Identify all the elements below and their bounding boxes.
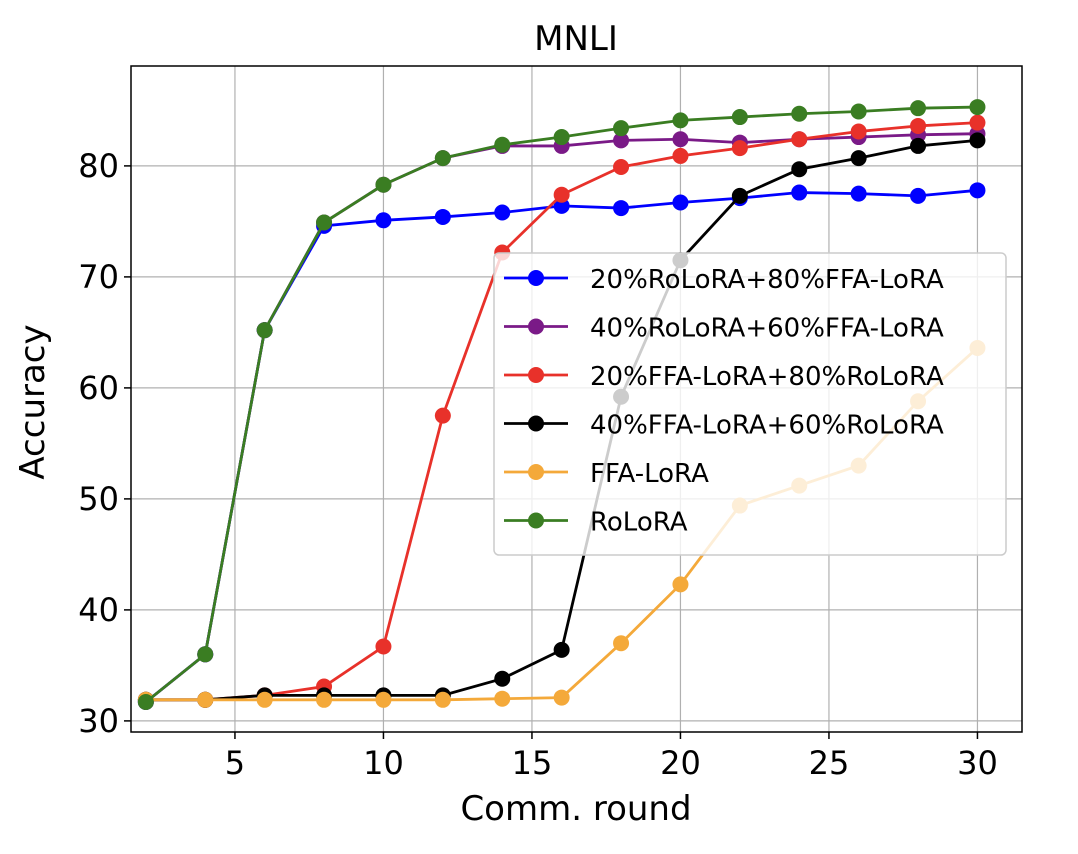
- data-point: [434, 150, 451, 167]
- data-point: [553, 641, 570, 658]
- data-point: [672, 194, 689, 211]
- y-tick-label: 30: [78, 702, 119, 740]
- legend-label: 20%RoLoRA+80%FFA-LoRA: [590, 265, 944, 295]
- legend-marker: [528, 318, 544, 335]
- legend-entry: FFA-LoRA: [504, 459, 709, 489]
- data-point: [316, 691, 333, 708]
- data-point: [137, 694, 154, 711]
- y-tick-label: 50: [78, 480, 119, 518]
- data-point: [553, 186, 570, 203]
- data-point: [672, 147, 689, 164]
- data-point: [672, 576, 689, 593]
- data-point: [910, 117, 927, 134]
- y-tick-label: 70: [78, 258, 119, 296]
- legend-marker: [528, 464, 544, 480]
- data-point: [850, 103, 867, 120]
- data-point: [316, 214, 333, 231]
- data-point: [613, 132, 630, 149]
- data-point: [850, 150, 867, 167]
- data-point: [434, 208, 451, 225]
- legend-marker: [528, 367, 544, 383]
- data-point: [969, 132, 986, 149]
- data-point: [731, 109, 748, 126]
- legend-entry: 20%FFA-LoRA+80%RoLoRA: [504, 362, 944, 392]
- data-point: [672, 131, 689, 148]
- legend-marker: [528, 270, 544, 286]
- y-tick-label: 60: [78, 369, 119, 407]
- x-tick-label: 25: [809, 744, 850, 782]
- data-point: [256, 322, 273, 339]
- legend-label: 20%FFA-LoRA+80%RoLoRA: [590, 362, 944, 392]
- legend-label: FFA-LoRA: [590, 459, 709, 489]
- x-tick-label: 30: [957, 744, 998, 782]
- x-axis-ticks: 5 10 15 20 25 30: [225, 732, 998, 782]
- legend-entry: 20%RoLoRA+80%FFA-LoRA: [504, 265, 944, 295]
- x-tick-label: 5: [225, 744, 245, 782]
- y-tick-label: 40: [78, 591, 119, 629]
- data-point: [553, 689, 570, 706]
- data-point: [969, 99, 986, 116]
- data-point: [850, 185, 867, 202]
- data-point: [910, 100, 927, 117]
- data-point: [969, 182, 986, 199]
- legend-box: [493, 252, 1007, 556]
- data-point: [791, 161, 808, 178]
- data-point: [375, 212, 392, 229]
- data-point: [375, 691, 392, 708]
- legend-label: RoLoRA: [590, 508, 688, 538]
- legend: 20%RoLoRA+80%FFA-LoRA 40%RoLoRA+60%FFA-Lo…: [493, 252, 1007, 556]
- data-point: [613, 635, 630, 652]
- data-point: [375, 638, 392, 655]
- legend-label: 40%FFA-LoRA+60%RoLoRA: [590, 411, 944, 441]
- series-5: [137, 99, 986, 711]
- data-point: [553, 197, 570, 214]
- data-point: [672, 112, 689, 129]
- data-point: [731, 140, 748, 157]
- y-tick-label: 80: [78, 147, 119, 185]
- x-tick-label: 10: [363, 744, 404, 782]
- legend-entry: RoLoRA: [504, 508, 688, 538]
- data-point: [375, 176, 392, 193]
- data-point: [613, 159, 630, 176]
- data-point: [434, 407, 451, 424]
- x-tick-label: 20: [660, 744, 701, 782]
- data-point: [731, 187, 748, 204]
- data-point: [791, 184, 808, 201]
- data-point: [553, 129, 570, 146]
- plot-frame: [130, 65, 1023, 733]
- data-point: [613, 200, 630, 217]
- legend-entry: 40%RoLoRA+60%FFA-LoRA: [504, 314, 944, 344]
- data-point: [494, 690, 511, 707]
- data-point: [791, 131, 808, 148]
- data-point: [910, 187, 927, 204]
- legend-marker: [528, 512, 544, 529]
- y-axis-ticks: 30 40 50 60 70 80: [78, 147, 131, 740]
- x-axis-label: Comm. round: [460, 789, 691, 829]
- legend-label: 40%RoLoRA+60%FFA-LoRA: [590, 314, 944, 344]
- legend-entry: 40%FFA-LoRA+60%RoLoRA: [504, 411, 944, 441]
- data-point: [613, 120, 630, 137]
- data-point: [910, 137, 927, 154]
- data-point: [494, 204, 511, 221]
- x-tick-label: 15: [512, 744, 553, 782]
- data-point: [850, 123, 867, 140]
- data-point: [494, 670, 511, 687]
- data-point: [197, 646, 214, 663]
- data-point: [256, 691, 273, 708]
- data-point: [969, 114, 986, 131]
- chart-title: MNLI: [534, 19, 618, 59]
- y-axis-label: Accuracy: [13, 324, 53, 479]
- data-point: [494, 136, 511, 153]
- data-point: [791, 105, 808, 122]
- data-point: [197, 691, 214, 708]
- data-point: [434, 691, 451, 708]
- legend-marker: [528, 415, 544, 432]
